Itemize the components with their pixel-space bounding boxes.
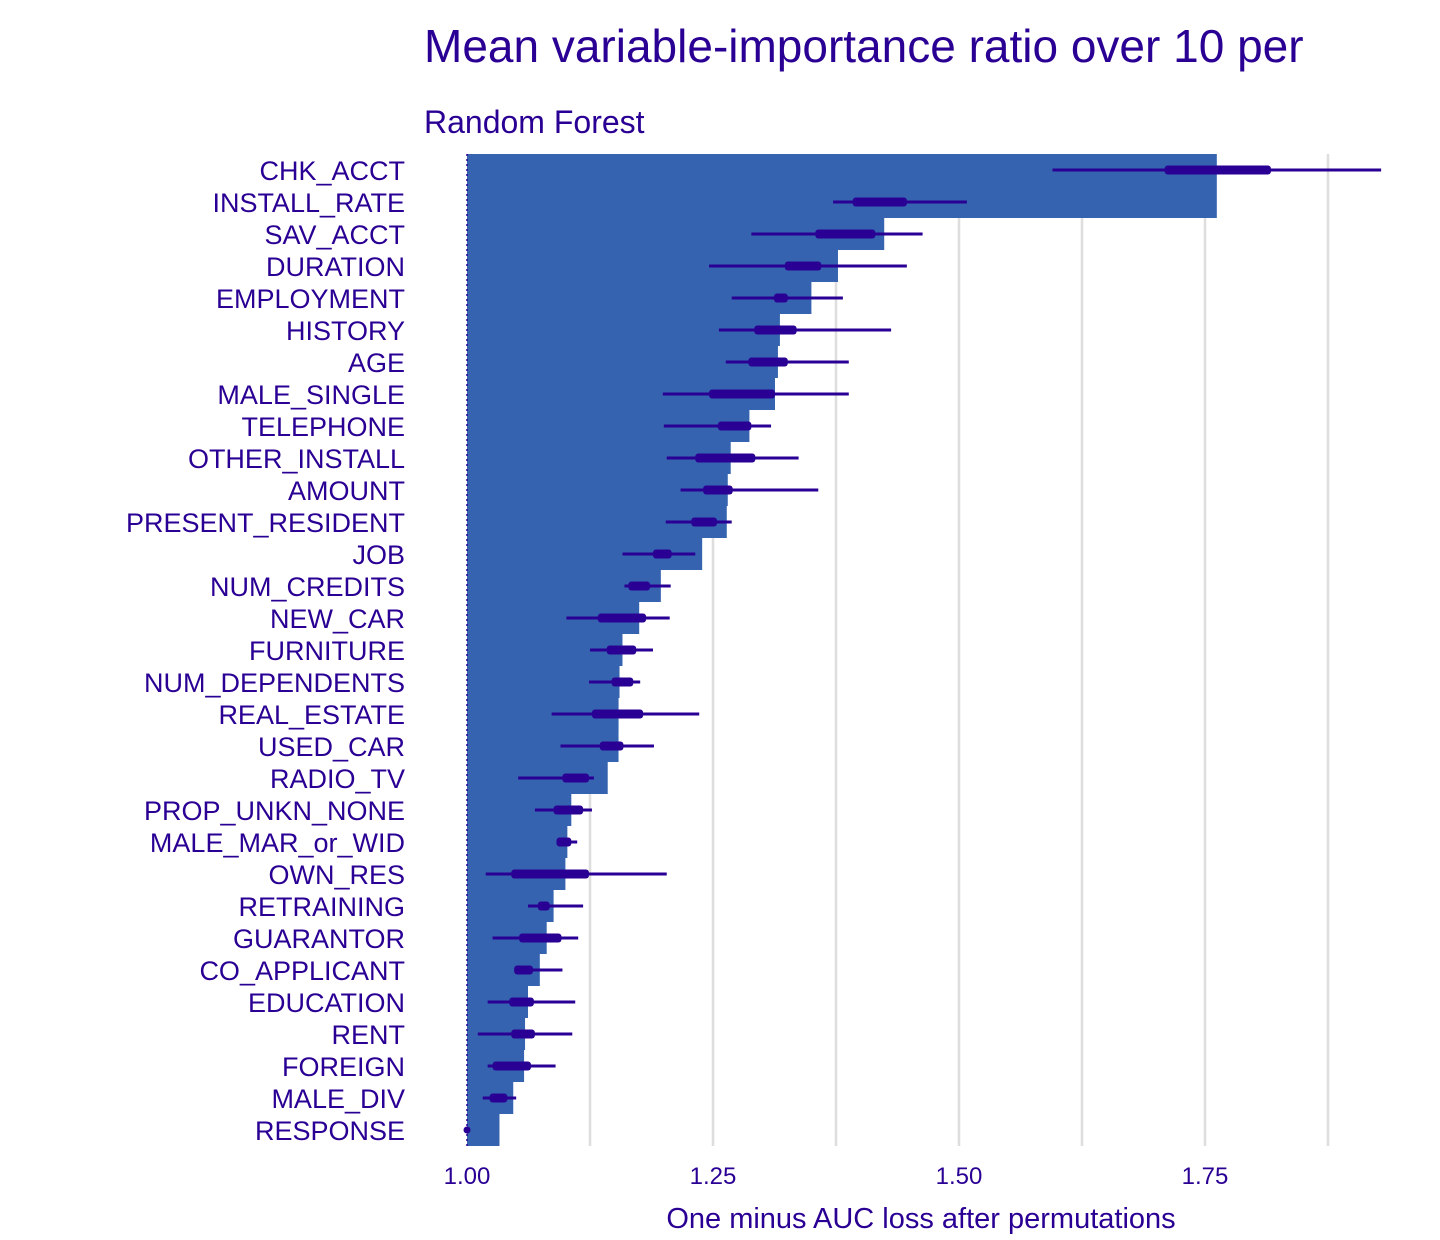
y-label: PROP_UNKN_NONE bbox=[144, 796, 405, 826]
y-label: AGE bbox=[348, 348, 405, 378]
y-label: AMOUNT bbox=[288, 476, 405, 506]
interval-inner bbox=[709, 389, 775, 399]
y-label: RADIO_TV bbox=[270, 764, 405, 794]
y-label: RETRAINING bbox=[238, 892, 405, 922]
y-label: NUM_CREDITS bbox=[210, 572, 405, 602]
interval-inner bbox=[556, 837, 572, 847]
x-tick-label: 1.00 bbox=[444, 1163, 491, 1190]
y-label: SAV_ACCT bbox=[264, 220, 405, 250]
interval-inner bbox=[514, 965, 533, 975]
interval-inner bbox=[695, 453, 756, 463]
y-label: NEW_CAR bbox=[270, 604, 405, 634]
x-tick-label: 1.25 bbox=[690, 1163, 737, 1190]
bars bbox=[467, 154, 1217, 1146]
interval-inner bbox=[597, 613, 647, 623]
intervals bbox=[463, 165, 1382, 1134]
y-label: EDUCATION bbox=[248, 988, 405, 1018]
interval-inner bbox=[784, 261, 822, 271]
x-axis-label: One minus AUC loss after permutations bbox=[666, 1203, 1175, 1235]
y-label: GUARANTOR bbox=[233, 924, 405, 954]
y-label: HISTORY bbox=[286, 316, 405, 346]
y-label: JOB bbox=[352, 540, 405, 570]
y-label: CO_APPLICANT bbox=[199, 956, 405, 986]
bar-chk_acct bbox=[467, 154, 1217, 218]
interval-inner bbox=[815, 229, 876, 239]
interval-inner bbox=[537, 901, 550, 911]
interval-inner bbox=[511, 1029, 535, 1039]
y-label: USED_CAR bbox=[258, 732, 405, 762]
chart-title: Mean variable-importance ratio over 10 p… bbox=[424, 20, 1304, 72]
interval-inner bbox=[606, 645, 637, 655]
interval-inner bbox=[562, 773, 590, 783]
y-label: REAL_ESTATE bbox=[218, 700, 405, 730]
y-label: MALE_MAR_or_WID bbox=[150, 828, 405, 858]
interval-inner bbox=[691, 517, 717, 527]
interval-inner bbox=[652, 549, 672, 559]
interval-inner bbox=[754, 325, 797, 335]
x-tick-label: 1.50 bbox=[936, 1163, 983, 1190]
y-label: NUM_DEPENDENTS bbox=[144, 668, 405, 698]
interval-inner bbox=[774, 293, 788, 303]
interval-inner bbox=[509, 997, 534, 1007]
y-label: OWN_RES bbox=[268, 860, 405, 890]
y-label: PRESENT_RESIDENT bbox=[126, 508, 405, 538]
x-axis-ticks: 1.00 1.25 1.50 1.75 bbox=[444, 1163, 1229, 1190]
interval-inner bbox=[628, 581, 651, 591]
interval-inner bbox=[611, 677, 634, 687]
y-label: CHK_ACCT bbox=[259, 156, 405, 186]
interval-inner bbox=[748, 357, 788, 367]
interval-inner bbox=[519, 933, 562, 943]
interval-inner bbox=[599, 741, 624, 751]
interval-point bbox=[463, 1126, 471, 1134]
chart-subtitle: Random Forest bbox=[424, 104, 645, 140]
y-label: INSTALL_RATE bbox=[212, 188, 405, 218]
interval-inner bbox=[511, 869, 590, 879]
y-axis-labels: CHK_ACCTINSTALL_RATESAV_ACCTDURATIONEMPL… bbox=[126, 156, 405, 1146]
interval-inner bbox=[591, 709, 644, 719]
interval-inner bbox=[852, 197, 907, 207]
y-label: RESPONSE bbox=[255, 1116, 405, 1146]
y-label: FURNITURE bbox=[249, 636, 405, 666]
y-label: MALE_SINGLE bbox=[217, 380, 405, 410]
y-label: EMPLOYMENT bbox=[216, 284, 405, 314]
interval-inner bbox=[489, 1093, 508, 1103]
interval-inner bbox=[492, 1061, 531, 1071]
interval-inner bbox=[1164, 165, 1271, 175]
x-tick-label: 1.75 bbox=[1182, 1163, 1229, 1190]
y-label: MALE_DIV bbox=[271, 1084, 405, 1114]
y-label: RENT bbox=[332, 1020, 406, 1050]
interval-inner bbox=[703, 485, 733, 495]
interval-inner bbox=[717, 421, 752, 431]
interval-inner bbox=[553, 805, 584, 815]
y-label: OTHER_INSTALL bbox=[188, 444, 405, 474]
y-label: TELEPHONE bbox=[241, 412, 405, 442]
y-label: DURATION bbox=[266, 252, 405, 282]
y-label: FOREIGN bbox=[282, 1052, 405, 1082]
